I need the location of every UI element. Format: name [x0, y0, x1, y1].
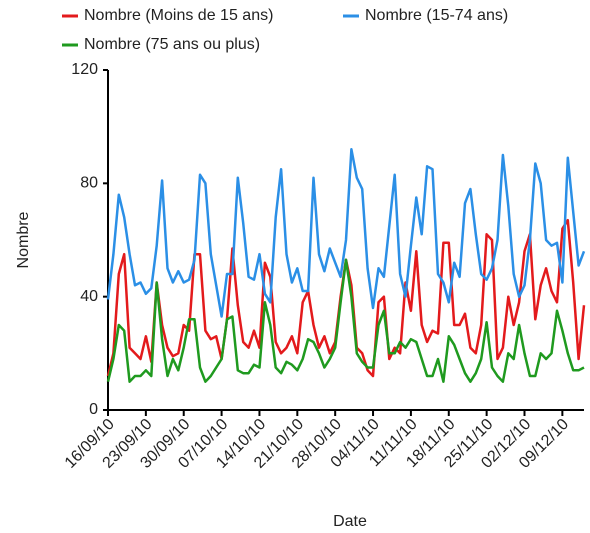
- series-line: [106, 148, 586, 318]
- y-tick-label: 0: [89, 401, 98, 418]
- y-tick-label: 40: [80, 288, 98, 305]
- series-line: [106, 258, 585, 383]
- legend-label: Nombre (75 ans ou plus): [84, 36, 260, 53]
- y-tick-label: 120: [71, 61, 98, 78]
- y-axis-label: Nombre: [15, 211, 32, 268]
- x-axis-label: Date: [333, 513, 367, 530]
- y-tick-label: 80: [80, 175, 98, 192]
- legend-label: Nombre (15-74 ans): [365, 7, 508, 24]
- legend-label: Nombre (Moins de 15 ans): [84, 7, 273, 24]
